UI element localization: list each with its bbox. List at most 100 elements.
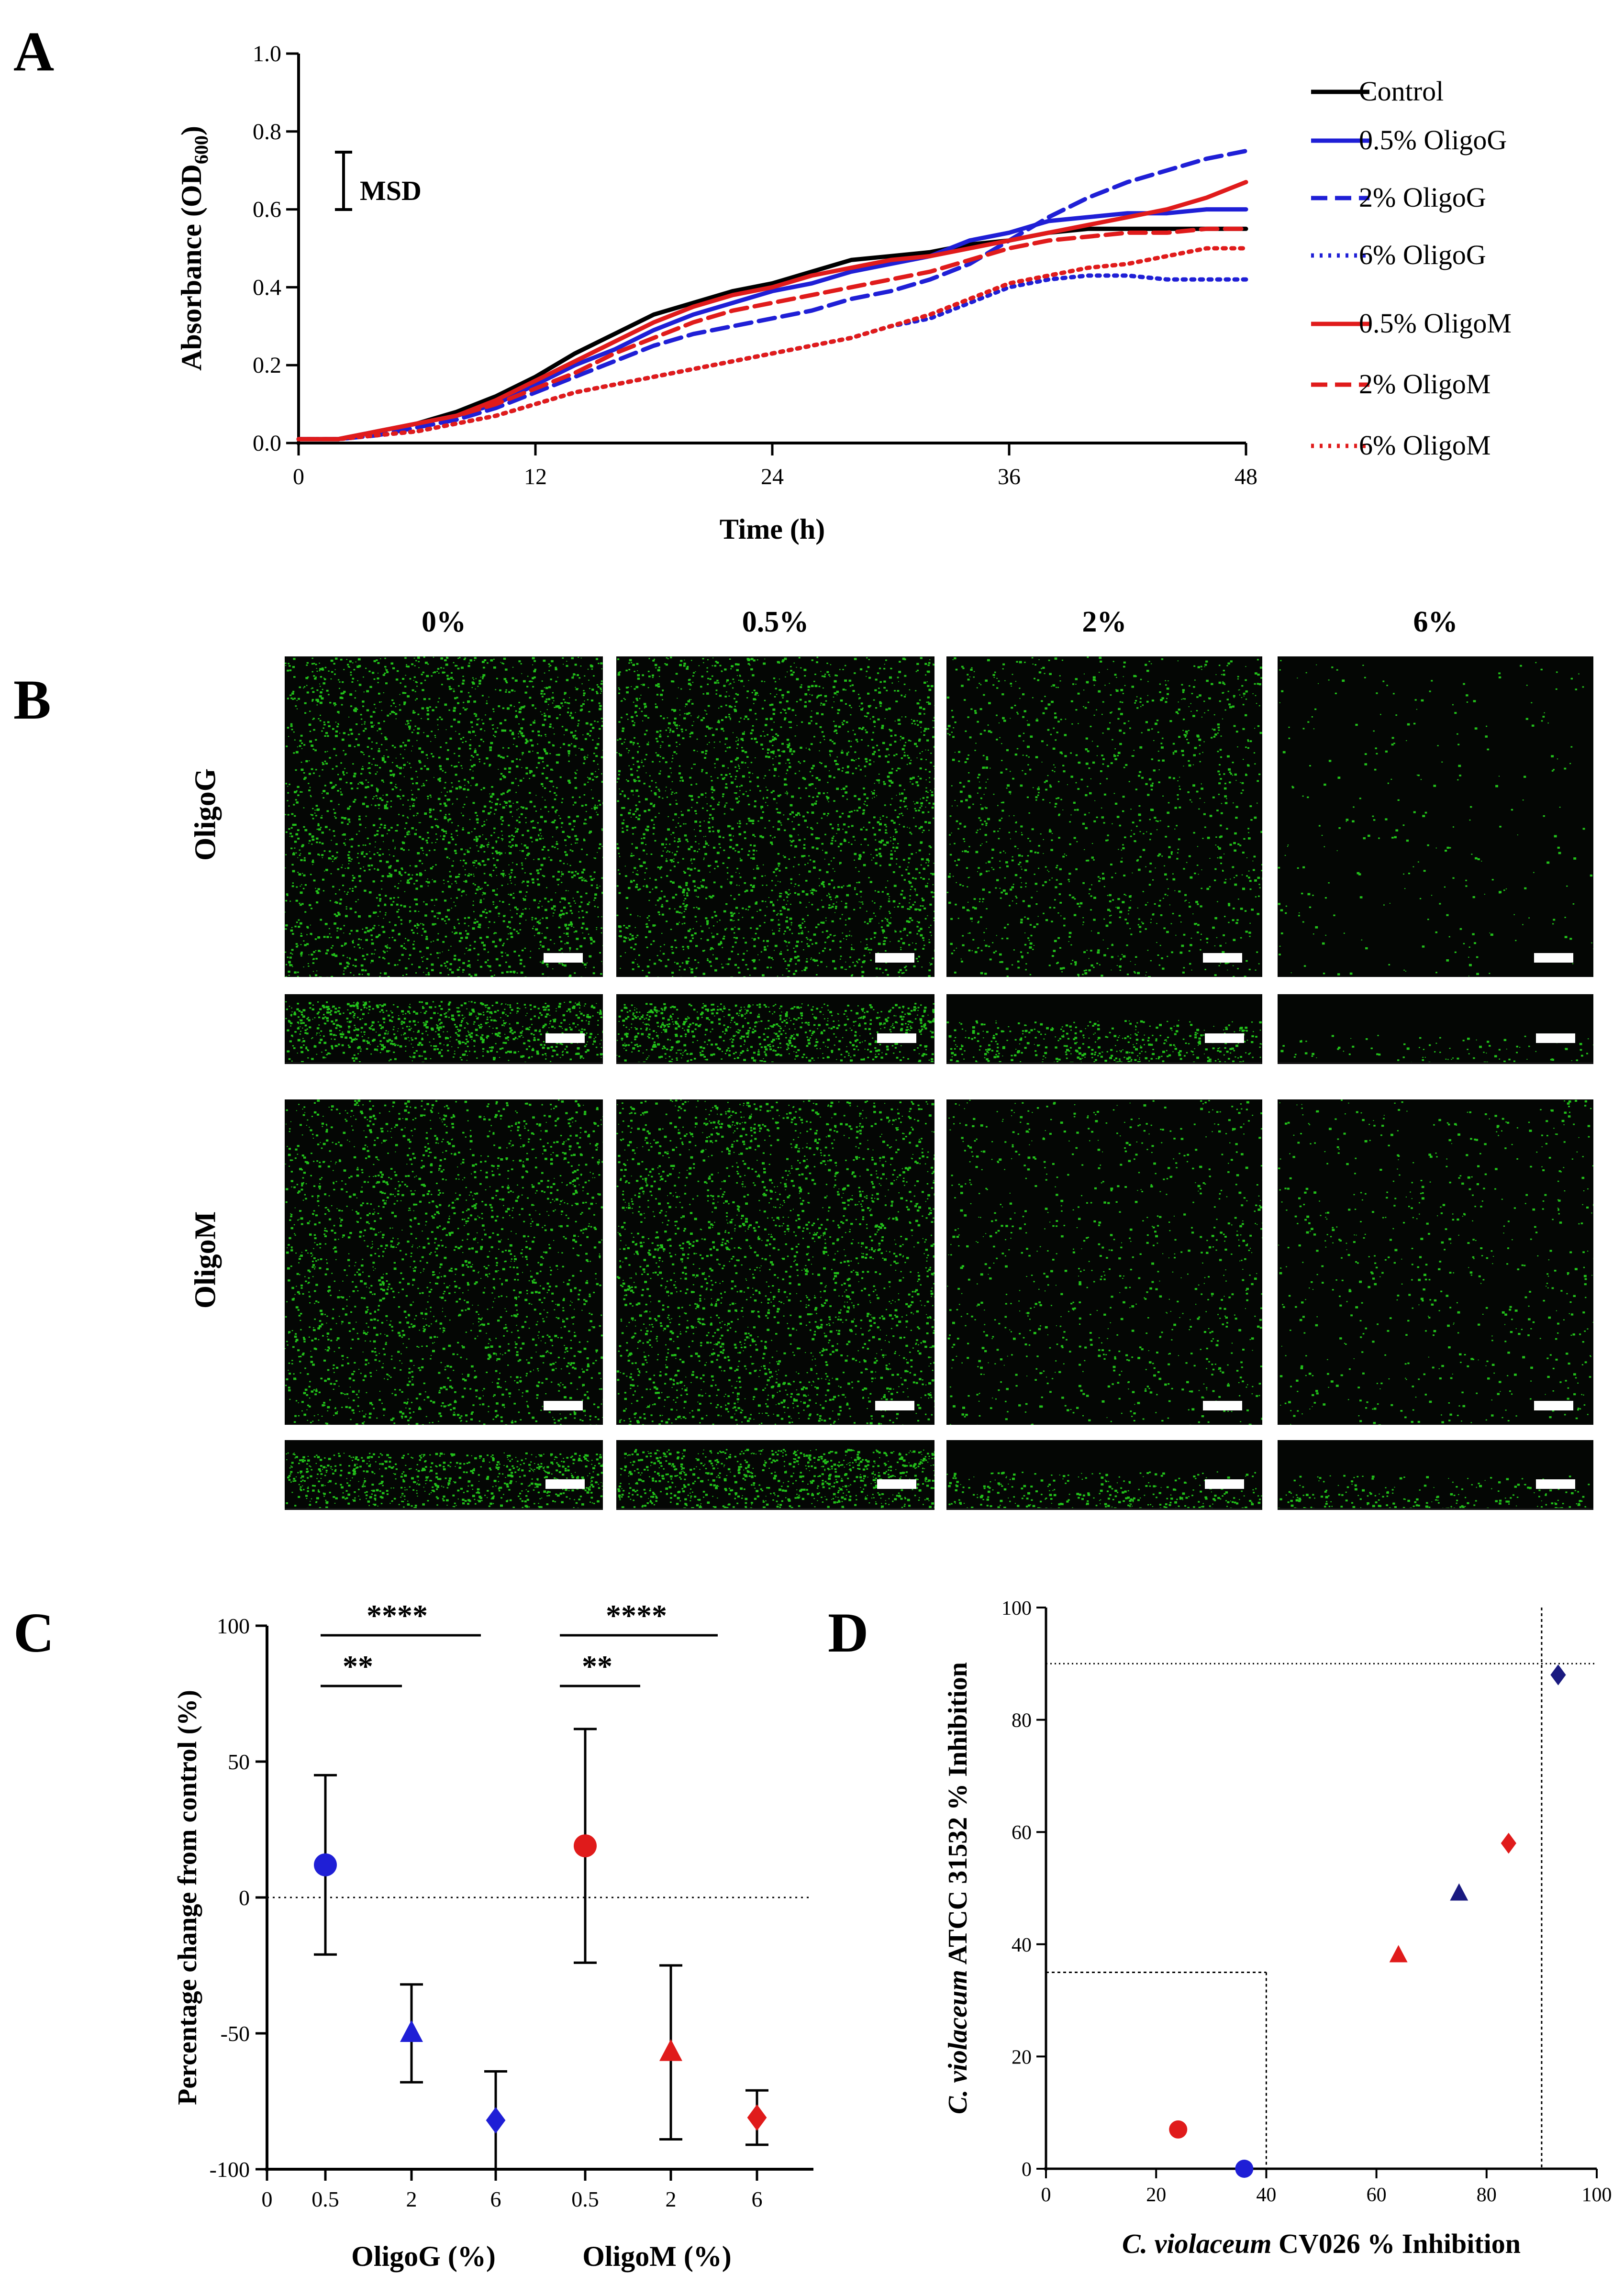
data-point (1235, 2160, 1254, 2178)
group-label: OligoG (%) (351, 2241, 496, 2272)
series-line (296, 180, 1248, 442)
cell-speckles (1278, 1099, 1593, 1425)
data-point (574, 1834, 597, 1858)
data-point (486, 2107, 506, 2134)
concentration-label: 2% (1082, 606, 1127, 638)
x-tick-label: 6 (752, 2187, 763, 2211)
cell-speckles (1280, 1035, 1593, 1062)
legend-label: 2% OligoG (1359, 182, 1486, 213)
side-view-image (1278, 994, 1593, 1064)
side-view-image (616, 1440, 934, 1510)
panel-label-c: C (13, 1601, 55, 1664)
y-axis-label: C. violaceum ATCC 31532 % Inhibition (943, 1662, 973, 2114)
cell-speckles (617, 1449, 934, 1508)
significance-stars: **** (606, 1598, 667, 1632)
data-point (1501, 1832, 1516, 1854)
x-tick-label: 0 (262, 2187, 273, 2211)
y-tick-label: 0.4 (253, 275, 281, 300)
cell-speckles (285, 656, 603, 977)
y-tick-label: 40 (1012, 1934, 1032, 1956)
y-tick-label: 0.6 (253, 197, 281, 222)
y-tick-label: 50 (228, 1750, 250, 1774)
y-tick-label: 0 (239, 1886, 250, 1910)
data-point (1550, 1664, 1566, 1686)
series-line (296, 226, 1248, 442)
concentration-label: 0.5% (742, 606, 809, 638)
x-tick-label: 6 (490, 2187, 501, 2211)
legend-label: 6% OligoG (1359, 239, 1486, 270)
x-tick-label: 48 (1235, 464, 1257, 489)
legend-label: 2% OligoM (1359, 368, 1491, 399)
y-tick-label: 100 (1001, 1597, 1032, 1619)
confocal-image (285, 656, 603, 977)
cell-speckles (616, 1003, 934, 1062)
oligo-row-label: OligoM (189, 1211, 222, 1309)
x-tick-label: 20 (1146, 2184, 1166, 2206)
cell-speckles (1278, 1475, 1590, 1508)
cell-speckles (946, 1471, 1262, 1508)
scale-bar (545, 1033, 585, 1043)
y-axis-label: Absorbance (OD600) (176, 126, 212, 371)
biofilm-microscopy-panel: 0% 0.5% 2% 6% OligoG OligoM (0, 588, 1624, 1531)
scale-bar (877, 1033, 916, 1043)
y-tick-label: 0 (1022, 2159, 1032, 2181)
cell-speckles (1278, 660, 1593, 976)
legend-label: 0.5% OligoG (1359, 124, 1507, 155)
legend-label: Control (1359, 76, 1444, 107)
significance-stars: **** (367, 1598, 428, 1632)
cell-speckles (285, 1001, 603, 1062)
confocal-image (1278, 656, 1593, 977)
confocal-image (616, 1099, 934, 1425)
side-view-image (1278, 1440, 1593, 1510)
x-tick-label: 80 (1477, 2184, 1497, 2206)
significance-stars: ** (582, 1649, 612, 1683)
x-tick-label: 36 (998, 464, 1021, 489)
series-line (296, 149, 1248, 442)
percentage-change-chart: 100 50 0 -50 -100 0 0.5 2 6 0.5 2 6 OligoG (%) OligoM… (173, 1598, 813, 2272)
oligo-row-label: OligoG (189, 768, 222, 861)
legend-label: 0.5% OligoM (1359, 308, 1512, 339)
concentration-label: 6% (1413, 606, 1458, 638)
inhibition-scatter-chart: 0 20 40 60 80 100 0 20 40 60 80 100 C. violaceum CV0… (943, 1597, 1612, 2259)
x-tick-label: 100 (1582, 2184, 1612, 2206)
panel-label-d: D (828, 1601, 869, 1664)
y-tick-label: 60 (1012, 1822, 1032, 1844)
msd-label: MSD (360, 175, 422, 206)
confocal-image (285, 1099, 603, 1425)
cell-speckles (616, 1099, 934, 1425)
data-point (659, 2039, 682, 2061)
scale-bar (1205, 1033, 1244, 1043)
y-tick-label: 0.0 (253, 431, 281, 456)
scale-bar (877, 1479, 916, 1489)
scale-bar (875, 1401, 914, 1410)
y-tick-label: 80 (1012, 1710, 1032, 1732)
x-tick-label: 60 (1367, 2184, 1387, 2206)
y-tick-label: -50 (221, 2021, 250, 2046)
x-tick-label: 24 (761, 464, 784, 489)
scale-bar (875, 953, 914, 963)
scale-bar (545, 1479, 585, 1489)
confocal-image (616, 656, 934, 977)
scale-bar (1203, 953, 1242, 963)
x-tick-label: 12 (524, 464, 547, 489)
scale-bar (1203, 1401, 1242, 1410)
side-view-image (946, 994, 1262, 1064)
x-tick-label: 0.5 (311, 2187, 339, 2211)
x-axis-label: Time (h) (720, 513, 825, 545)
side-view-image (616, 994, 934, 1064)
series-line (296, 207, 1248, 442)
x-tick-label: 0 (1041, 2184, 1051, 2206)
scale-bar (1536, 1479, 1575, 1489)
legend-label: 6% OligoM (1359, 430, 1491, 461)
scale-bar (544, 1401, 583, 1410)
data-point (1169, 2120, 1188, 2139)
scale-bar (1534, 953, 1573, 963)
x-tick-label: 0.5 (571, 2187, 599, 2211)
y-tick-label: 20 (1012, 2046, 1032, 2068)
y-tick-label: 100 (217, 1614, 250, 1638)
confocal-image (946, 656, 1262, 977)
confocal-image (1278, 1099, 1593, 1425)
side-view-image (946, 1440, 1262, 1510)
y-tick-label: 1.0 (253, 41, 281, 67)
concentration-label: 0% (422, 606, 466, 638)
